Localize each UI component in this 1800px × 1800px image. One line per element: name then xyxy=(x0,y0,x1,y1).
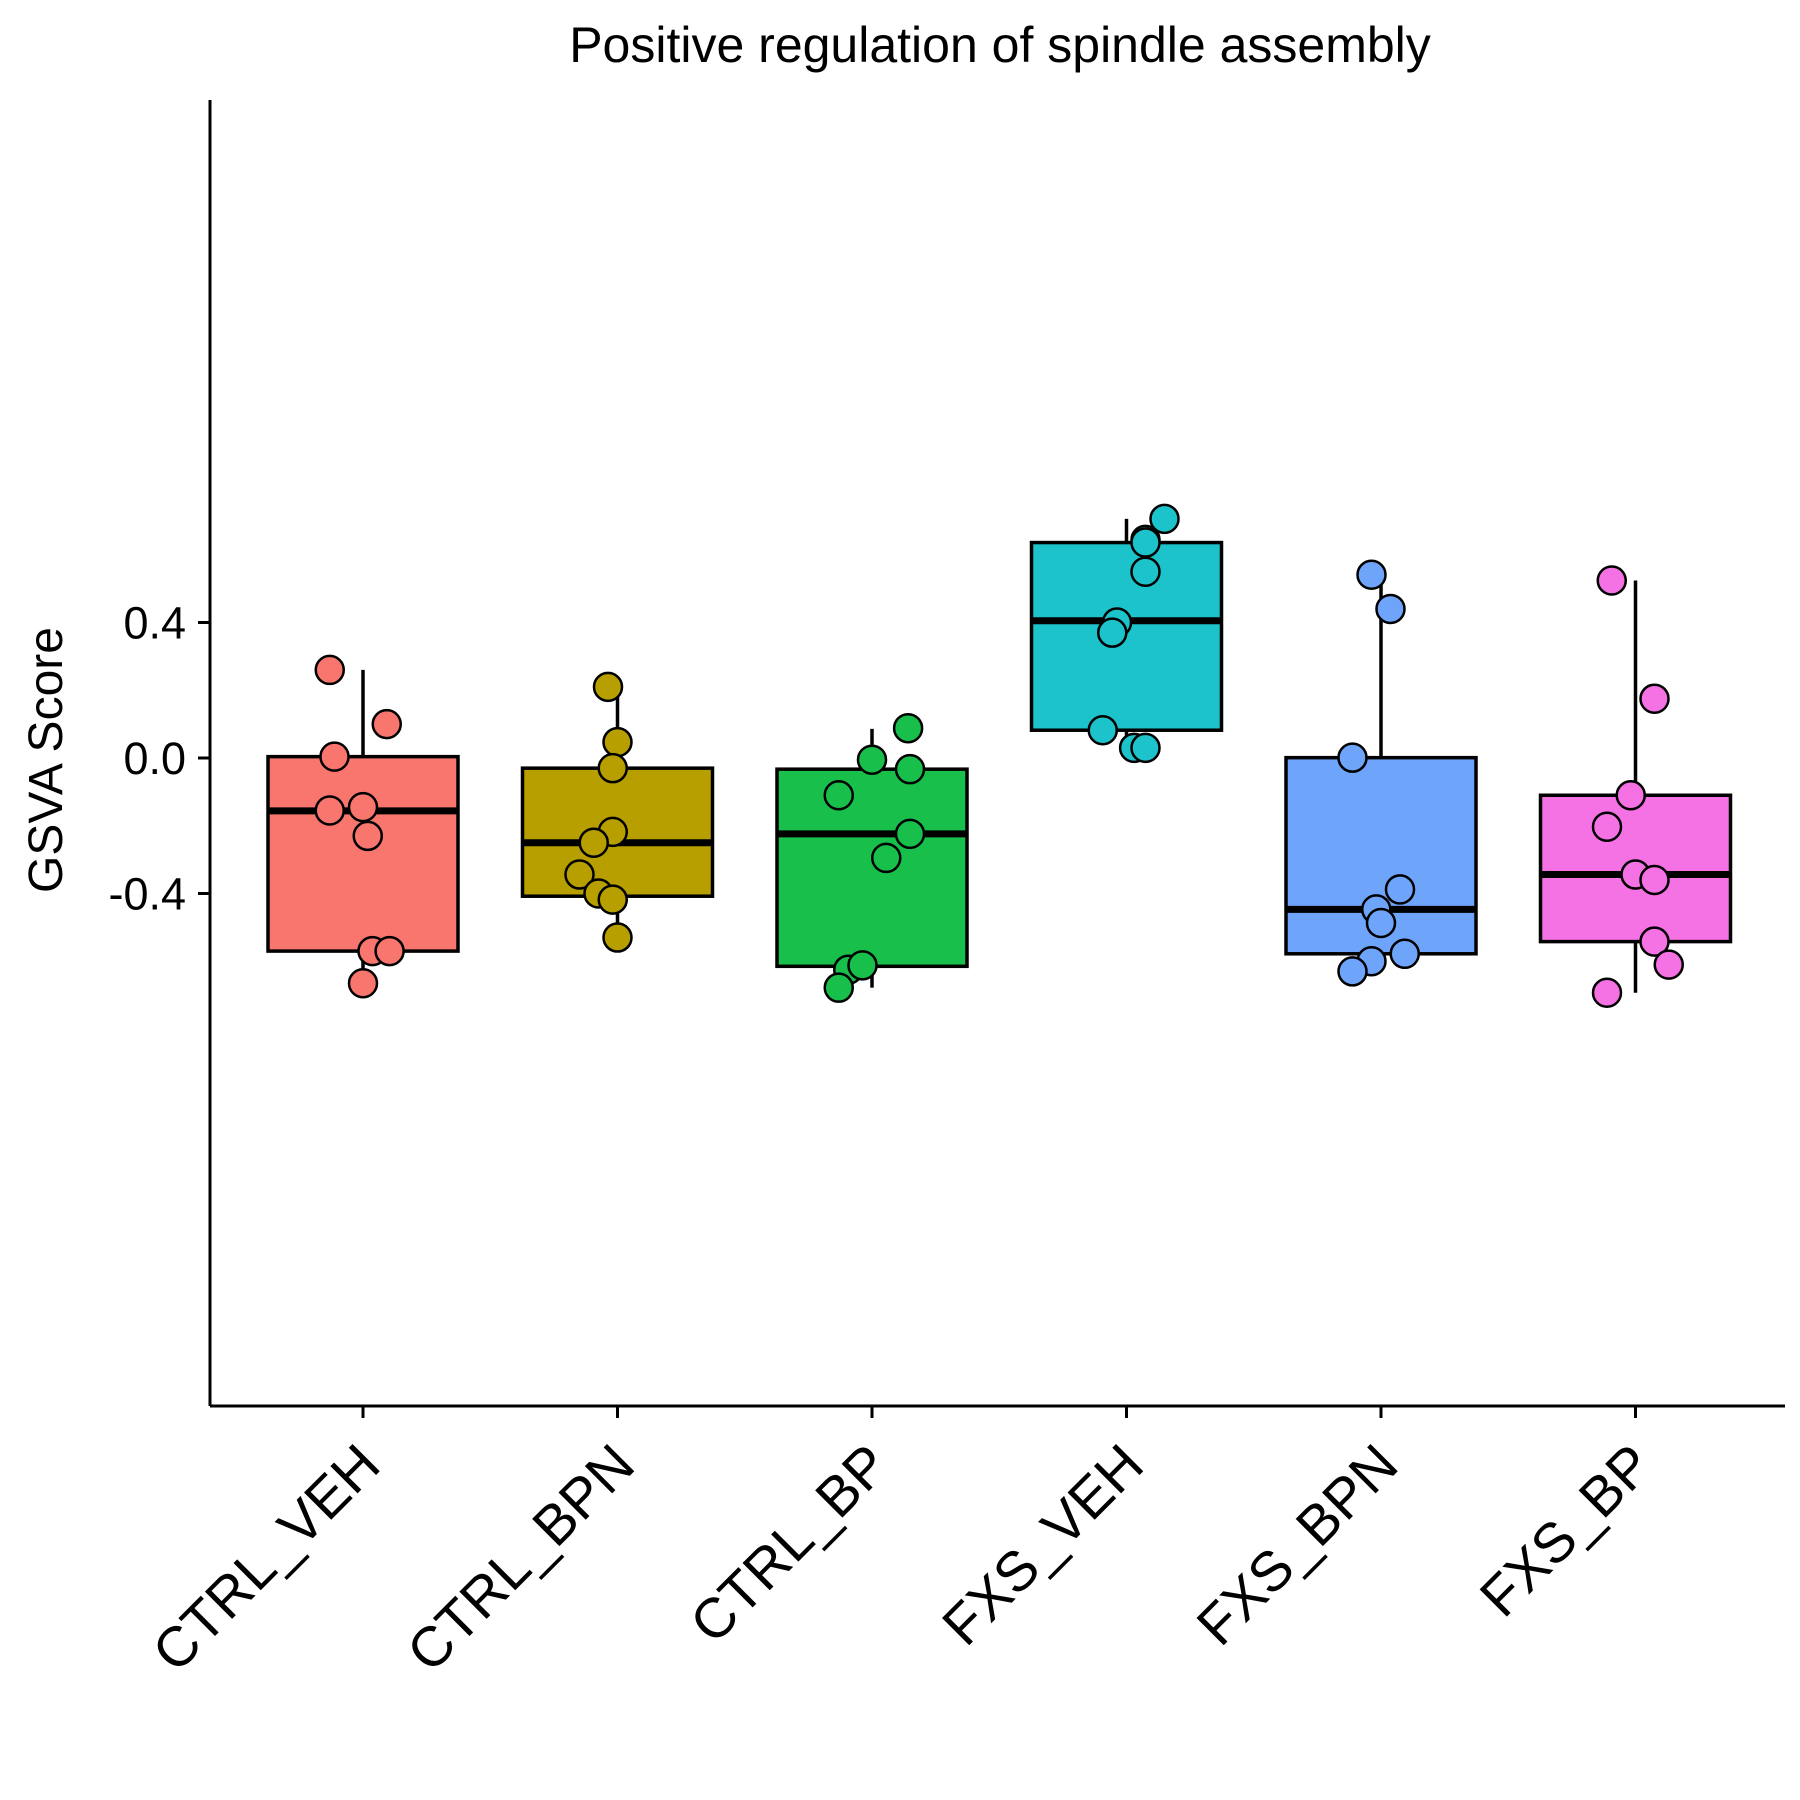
data-point xyxy=(592,671,624,703)
data-point xyxy=(597,752,628,784)
x-tick-label: FXS_BPN xyxy=(1184,1432,1409,1657)
data-point xyxy=(1130,732,1161,764)
data-point xyxy=(602,922,633,953)
data-point xyxy=(1365,907,1397,939)
box-group-ctrl-veh xyxy=(266,654,460,999)
data-point xyxy=(1389,938,1420,970)
x-tick-label: CTRL_BPN xyxy=(395,1432,646,1683)
x-tick-label: CTRL_BP xyxy=(678,1432,901,1655)
data-point xyxy=(823,972,854,1003)
x-tick-label: FXS_BP xyxy=(1468,1432,1664,1628)
data-point xyxy=(1639,683,1670,714)
data-point xyxy=(1591,811,1623,843)
data-point xyxy=(578,827,609,858)
data-point xyxy=(894,818,926,850)
data-point xyxy=(602,726,633,758)
data-point xyxy=(1337,956,1368,987)
box xyxy=(266,754,460,953)
y-axis-label: GSVA Score xyxy=(20,627,73,893)
data-point xyxy=(1337,742,1368,773)
data-point xyxy=(597,884,628,915)
box-group-ctrl-bpn xyxy=(520,671,715,953)
data-point xyxy=(564,859,595,890)
x-tick-label: CTRL_VEH xyxy=(140,1432,391,1683)
data-point xyxy=(1596,565,1627,596)
box-group-ctrl-bp xyxy=(775,712,969,1003)
data-point xyxy=(314,654,345,686)
data-point xyxy=(352,820,383,852)
data-point xyxy=(871,842,902,874)
data-point xyxy=(823,780,854,811)
data-point xyxy=(374,935,405,967)
box-group-fxs-bp xyxy=(1538,565,1733,1009)
box xyxy=(1029,540,1224,732)
data-point xyxy=(1653,949,1684,980)
x-axis: CTRL_VEH CTRL_BPN CTRL_BP FXS_VEH FXS_BPN FXS… xyxy=(140,1404,1785,1683)
box-group-fxs-veh xyxy=(1029,503,1224,764)
data-point xyxy=(1375,593,1406,625)
data-point xyxy=(347,968,379,999)
data-point xyxy=(1384,874,1416,905)
box-group-fxs-bpn xyxy=(1284,559,1478,987)
x-tick-label: FXS_VEH xyxy=(930,1432,1155,1657)
data-point xyxy=(371,708,402,740)
y-tick-label: -0.4 xyxy=(108,869,186,920)
data-point xyxy=(319,741,350,772)
y-axis: 0.4 0.0 -0.4 xyxy=(108,100,212,1406)
box xyxy=(775,767,969,969)
data-point xyxy=(1591,977,1623,1009)
data-point xyxy=(1639,864,1670,896)
data-point xyxy=(892,712,924,744)
data-point xyxy=(856,744,888,775)
y-tick-label: 0.4 xyxy=(123,598,186,649)
data-point xyxy=(1149,503,1180,535)
plot-area xyxy=(266,503,1733,1009)
data-point xyxy=(1097,617,1128,648)
data-point xyxy=(1615,780,1646,811)
data-point xyxy=(1087,714,1118,746)
y-tick-label: 0.0 xyxy=(123,733,186,784)
data-point xyxy=(347,791,379,823)
data-point xyxy=(1130,556,1161,587)
data-point xyxy=(1130,527,1161,558)
data-point xyxy=(847,950,878,981)
data-point xyxy=(1639,926,1670,957)
data-point xyxy=(894,753,926,785)
chart-title: Positive regulation of spindle assembly xyxy=(569,17,1431,73)
data-point xyxy=(1356,559,1387,590)
data-point xyxy=(314,795,345,826)
